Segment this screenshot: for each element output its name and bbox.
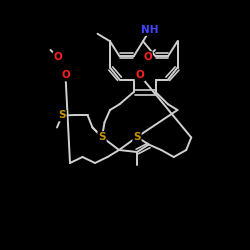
Text: S: S bbox=[98, 132, 106, 142]
Text: O: O bbox=[143, 52, 152, 62]
Text: S: S bbox=[133, 132, 141, 142]
Text: O: O bbox=[54, 52, 62, 62]
Text: S: S bbox=[58, 110, 66, 120]
Text: O: O bbox=[136, 70, 144, 81]
Text: O: O bbox=[61, 70, 70, 81]
Text: NH: NH bbox=[141, 25, 159, 35]
